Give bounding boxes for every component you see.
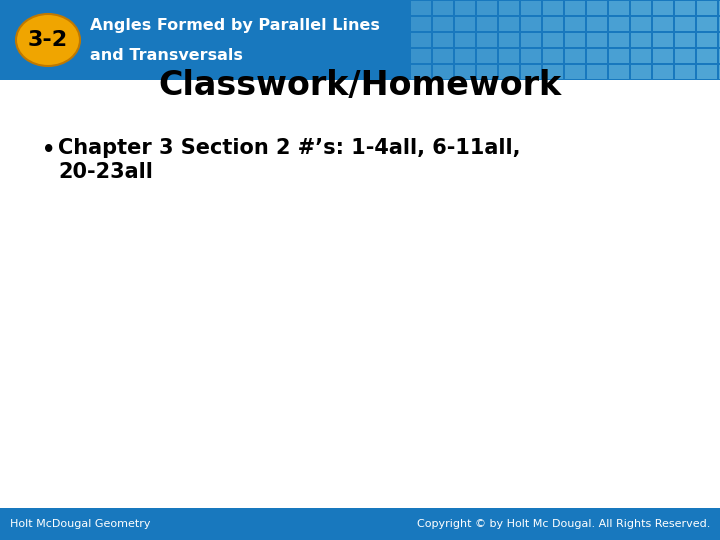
- Bar: [697, 65, 717, 79]
- Bar: [477, 65, 497, 79]
- Bar: [477, 1, 497, 15]
- Text: 20-23all: 20-23all: [58, 162, 153, 182]
- Bar: [499, 49, 519, 63]
- Bar: [521, 17, 541, 31]
- Bar: [499, 17, 519, 31]
- Bar: [675, 17, 695, 31]
- Bar: [411, 65, 431, 79]
- Bar: [719, 33, 720, 47]
- Bar: [521, 33, 541, 47]
- Bar: [543, 33, 563, 47]
- Bar: [565, 17, 585, 31]
- Bar: [499, 65, 519, 79]
- Ellipse shape: [16, 14, 80, 66]
- Bar: [653, 65, 673, 79]
- Bar: [455, 33, 475, 47]
- Text: Copyright © by Holt Mc Dougal. All Rights Reserved.: Copyright © by Holt Mc Dougal. All Right…: [417, 519, 710, 529]
- Bar: [719, 1, 720, 15]
- Bar: [675, 65, 695, 79]
- Bar: [411, 1, 431, 15]
- Bar: [719, 65, 720, 79]
- Bar: [609, 33, 629, 47]
- Bar: [411, 33, 431, 47]
- Text: 3-2: 3-2: [28, 30, 68, 50]
- Bar: [697, 33, 717, 47]
- Bar: [653, 49, 673, 63]
- Bar: [587, 49, 607, 63]
- Bar: [697, 17, 717, 31]
- Bar: [543, 49, 563, 63]
- Bar: [675, 33, 695, 47]
- Bar: [433, 65, 453, 79]
- Bar: [609, 1, 629, 15]
- Bar: [587, 33, 607, 47]
- Bar: [477, 49, 497, 63]
- Bar: [521, 49, 541, 63]
- Bar: [631, 65, 651, 79]
- Bar: [653, 1, 673, 15]
- Bar: [455, 1, 475, 15]
- Bar: [719, 49, 720, 63]
- Bar: [697, 49, 717, 63]
- Bar: [565, 33, 585, 47]
- Bar: [477, 33, 497, 47]
- Bar: [565, 1, 585, 15]
- Text: and Transversals: and Transversals: [90, 49, 243, 64]
- Bar: [609, 17, 629, 31]
- Bar: [653, 33, 673, 47]
- Bar: [631, 17, 651, 31]
- Text: Angles Formed by Parallel Lines: Angles Formed by Parallel Lines: [90, 18, 380, 33]
- Bar: [697, 1, 717, 15]
- Bar: [543, 17, 563, 31]
- Bar: [719, 17, 720, 31]
- Bar: [543, 65, 563, 79]
- Bar: [675, 1, 695, 15]
- Bar: [433, 33, 453, 47]
- Bar: [411, 17, 431, 31]
- Bar: [675, 49, 695, 63]
- Bar: [587, 17, 607, 31]
- Text: Classwork/Homework: Classwork/Homework: [158, 69, 562, 102]
- Bar: [455, 17, 475, 31]
- Bar: [631, 33, 651, 47]
- Bar: [521, 1, 541, 15]
- Bar: [455, 49, 475, 63]
- Bar: [521, 65, 541, 79]
- Bar: [631, 49, 651, 63]
- Bar: [0, 508, 720, 540]
- Bar: [543, 1, 563, 15]
- Bar: [631, 1, 651, 15]
- Text: Holt McDougal Geometry: Holt McDougal Geometry: [10, 519, 150, 529]
- Text: •: •: [42, 140, 55, 160]
- Bar: [0, 0, 720, 80]
- Bar: [433, 1, 453, 15]
- Bar: [609, 49, 629, 63]
- Bar: [609, 65, 629, 79]
- Bar: [499, 1, 519, 15]
- Bar: [411, 49, 431, 63]
- Bar: [653, 17, 673, 31]
- Bar: [565, 49, 585, 63]
- Bar: [477, 17, 497, 31]
- Bar: [433, 49, 453, 63]
- Bar: [565, 65, 585, 79]
- Bar: [455, 65, 475, 79]
- Bar: [587, 65, 607, 79]
- Bar: [587, 1, 607, 15]
- Bar: [433, 17, 453, 31]
- Text: Chapter 3 Section 2 #’s: 1-4all, 6-11all,: Chapter 3 Section 2 #’s: 1-4all, 6-11all…: [58, 138, 521, 158]
- Bar: [499, 33, 519, 47]
